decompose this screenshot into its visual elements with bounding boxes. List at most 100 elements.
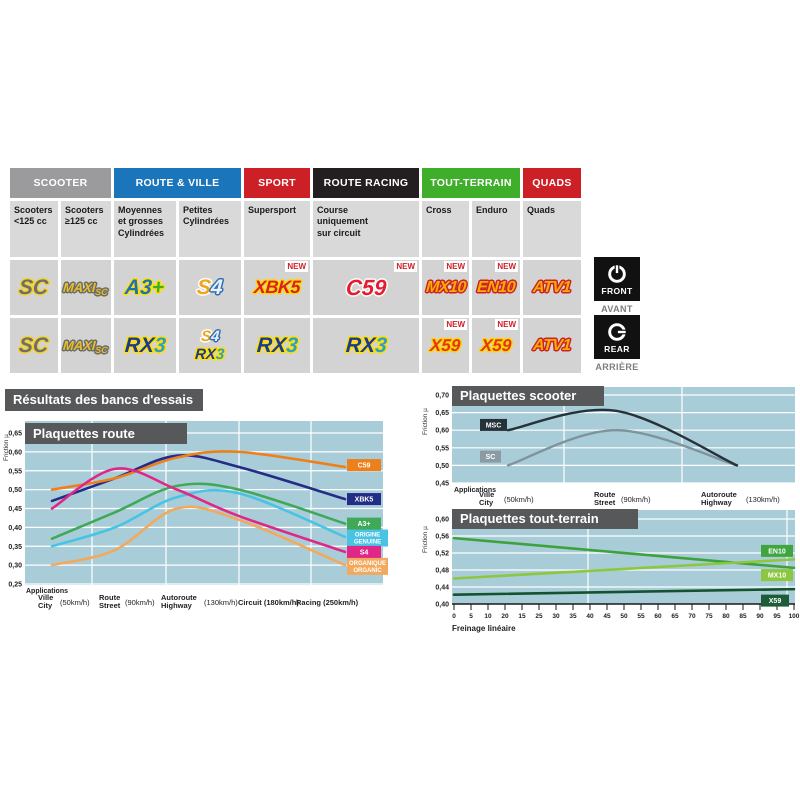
applications-label: Applications <box>454 487 496 494</box>
series-badge-label: GENUINE <box>354 540 381 546</box>
series-badge-label: S4 <box>360 549 369 556</box>
badge-stack: S4 <box>196 276 223 299</box>
product-badge-maxisc: MAXISC <box>62 279 109 297</box>
badge-part: 3 <box>215 345 226 363</box>
subcategory-line: Cylindrées <box>183 216 230 227</box>
x-category-label: Route <box>594 490 615 499</box>
rear-label: REAR <box>604 343 630 354</box>
y-axis-label: Friction µ <box>422 408 429 435</box>
matrix-cell-rear: NEW X59 <box>472 318 520 373</box>
subcategory-header: Course uniquement sur circuit <box>313 201 419 257</box>
badge-part: ATV1 <box>532 278 572 296</box>
matrix-cell-rear: ATV1 <box>523 318 581 373</box>
x-tick: 90 <box>756 613 764 620</box>
x-tick: 45 <box>603 613 611 620</box>
chart-title-box <box>452 386 604 406</box>
subcategory-header: Cross <box>422 201 469 257</box>
badge-part: SC <box>18 334 50 357</box>
product-badge-rx3: RX3 <box>345 334 388 357</box>
new-tag: NEW <box>394 261 417 272</box>
plot-area <box>25 421 383 585</box>
series-line-origine-genuine <box>50 488 347 548</box>
badge-stack: MX10 <box>425 278 467 296</box>
subcategory-line: uniquement <box>317 216 368 227</box>
series-badge-label: A3+ <box>357 521 370 528</box>
series-line-organique-organic <box>50 505 347 567</box>
subcategory-line: Moyennes <box>118 205 163 215</box>
subcategory-line: sur circuit <box>317 227 361 238</box>
series-badge-xbk5 <box>347 493 381 506</box>
matrix-cell-front: ATV1 <box>523 260 581 315</box>
badge-part: X59 <box>480 335 512 355</box>
product-badge-x59: X59 <box>480 335 512 355</box>
category-header-route-ville: ROUTE & VILLE <box>114 168 241 198</box>
series-badge-organique-organic <box>347 557 388 575</box>
new-tag: NEW <box>444 319 467 330</box>
y-tick: 0,56 <box>435 534 449 541</box>
badge-part: RX <box>255 334 287 357</box>
chart-plaquettes-scooter: 0,70 0,65 0,60 0,55 0,50 0,45 Friction µ SC MSC P… <box>422 386 795 507</box>
chart-title: Plaquettes route <box>33 426 135 441</box>
brake-disc-rear-icon <box>608 322 627 341</box>
subcategory-header: Enduro <box>472 201 520 257</box>
badge-part: MAXI <box>62 279 97 295</box>
badge-part: MX10 <box>425 278 467 296</box>
matrix-cell-rear: MAXISC <box>61 318 111 373</box>
matrix-cell-rear: NEW X59 <box>422 318 469 373</box>
front-box: FRONT <box>594 257 640 301</box>
series-badge-sc <box>480 450 501 463</box>
series-badge-x59 <box>761 594 789 607</box>
matrix-cell-front: NEW EN10 <box>472 260 520 315</box>
badge-part: SC <box>95 286 109 297</box>
subcategory-line: Scooters <box>65 205 104 215</box>
category-header-tout-terrain: TOUT-TERRAIN <box>422 168 520 198</box>
product-matrix: SCOOTER ROUTE & VILLE SPORT ROUTE RACING TOU… <box>10 168 581 373</box>
subcategory-line: et grosses <box>118 216 164 227</box>
series-badge-msc <box>480 418 507 431</box>
x-category-label: Ville <box>479 490 494 499</box>
x-category-label: City <box>38 601 53 610</box>
category-header-route-racing: ROUTE RACING <box>313 168 419 198</box>
rear-position-tag: REAR ARRIÈRE <box>592 315 642 372</box>
y-tick: 0,65 <box>8 431 22 438</box>
y-tick: 0,50 <box>8 487 22 494</box>
series-badge-en10 <box>761 544 793 557</box>
product-badge-en10: EN10 <box>476 279 515 296</box>
x-category-label: Autoroute <box>161 593 197 602</box>
badge-part: C59 <box>344 274 388 300</box>
x-category-speed: (50km/h) <box>60 598 90 607</box>
badge-stack: ATV1 <box>533 337 572 354</box>
x-category-speed: (90km/h) <box>621 495 651 504</box>
x-tick: 80 <box>722 613 730 620</box>
y-tick: 0,50 <box>435 463 449 470</box>
subcategory-header: Scooters ≥125 cc <box>61 201 111 257</box>
badge-part: 3 <box>373 334 388 357</box>
subcategory-line: Course <box>317 205 349 215</box>
badge-part: SC <box>95 344 109 355</box>
series-badge-label: MSC <box>486 422 502 429</box>
y-axis-label: Friction µ <box>3 434 10 461</box>
x-category-label: Highway <box>701 498 733 507</box>
x-tick: 60 <box>654 613 662 620</box>
chart-plaquettes-tout-terrain: 0,60 0,56 0,52 0,48 0,44 0,40 Friction µ 0 5 10 20… <box>422 509 800 633</box>
series-badge-c59 <box>347 459 381 472</box>
y-tick: 0,40 <box>435 602 449 609</box>
series-badge-label: C59 <box>358 463 371 470</box>
matrix-cell-front: S4 <box>179 260 241 315</box>
new-tag: NEW <box>495 261 518 272</box>
y-tick: 0,45 <box>8 506 22 513</box>
series-badge-label: XBK5 <box>355 497 374 504</box>
badge-stack: RX3 <box>255 334 298 357</box>
category-header-scooter: SCOOTER <box>10 168 111 198</box>
series-badge-label: ORIGINE <box>355 533 380 539</box>
chart-title: Plaquettes tout-terrain <box>460 511 599 526</box>
x-tick: 65 <box>671 613 679 620</box>
product-badge-mx10: MX10 <box>425 278 467 296</box>
x-tick: 75 <box>705 613 713 620</box>
subcategory-line: Petites <box>183 205 213 215</box>
y-tick: 0,45 <box>435 481 449 488</box>
x-category-label: Ville <box>38 593 53 602</box>
badge-stack: RX3 <box>124 334 166 357</box>
badge-part: X59 <box>429 335 462 355</box>
